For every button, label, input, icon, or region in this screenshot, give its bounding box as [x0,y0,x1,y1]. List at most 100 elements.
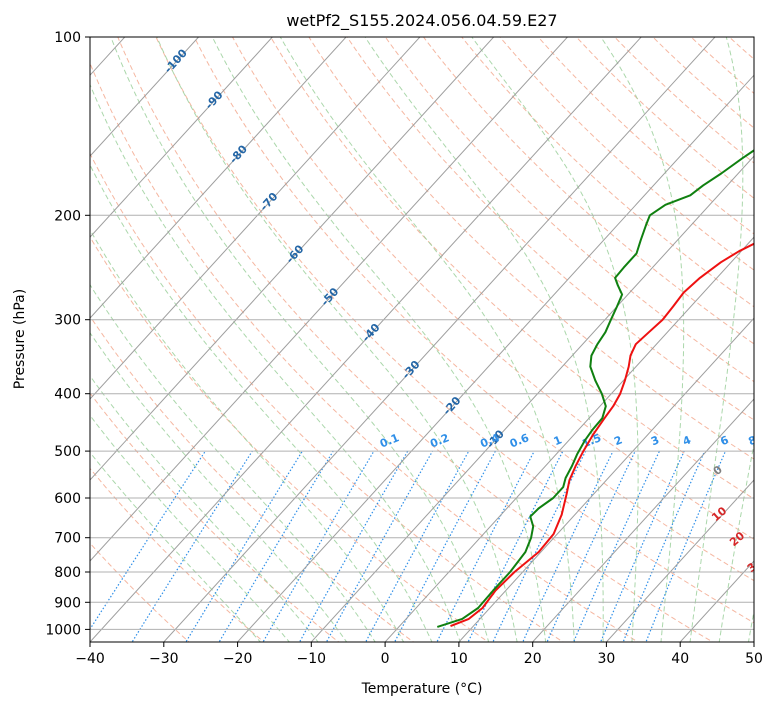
mixing-ratio-label: 0.1 [378,431,401,450]
isotherm-line [90,37,495,481]
moist-adiabat-label: 20 [727,529,747,549]
mixing-ratio-line [436,450,535,642]
moist-adiabat [471,37,639,642]
moist-adiabat [689,37,744,642]
isotherm-line [163,37,716,642]
moist-adiabat [90,414,291,642]
moist-adiabat [156,37,518,642]
x-tick-label: 40 [671,651,689,667]
isotherm-line [90,37,200,157]
isotherm-line [236,74,754,642]
dry-adiabat [155,37,754,624]
x-tick-label: 0 [381,651,390,667]
mixing-ratio-label: 0.6 [508,431,531,450]
isotherm-line [531,398,754,642]
mixing-ratio-line [645,450,727,642]
moist-adiabat [90,163,433,642]
mixing-ratio-label: 0.2 [428,431,451,450]
profile-series [436,149,754,628]
x-axis: −40 −30 −20 −10 0 10 20 30 40 50 [75,642,763,667]
x-tick-label: 20 [524,651,542,667]
y-tick-label: 200 [54,208,81,224]
x-tick-label: 30 [597,651,615,667]
isotherm-line [384,236,754,642]
moist-adiabat-label: 40 [758,586,775,606]
moist-adiabat [718,441,754,642]
chart-title: wetPf2_S155.2024.056.04.59.E27 [286,11,557,31]
moist-adiabat [90,83,461,642]
mixing-ratio-line [522,450,614,642]
moist-adiabat [211,37,547,642]
mixing-ratio-label: 3 [649,433,661,448]
dry-adiabat [90,62,639,642]
mixing-ratio-line [364,450,470,642]
x-tick-label: −40 [75,651,105,667]
y-axis-title: Pressure (hPa) [12,289,28,389]
moist-adiabat [90,331,348,642]
moist-adiabat [600,37,685,642]
isobar-gridlines [90,37,754,630]
isotherm-line [605,479,754,642]
x-tick-label: −10 [297,651,327,667]
mixing-ratio-label: 8 [747,433,759,448]
mixing-ratio-line [185,450,303,642]
moist-adiabat [90,283,376,642]
mixing-ratio-label: 1 [552,433,564,448]
dewpoint-line [436,149,754,628]
isotherm-line [90,37,569,562]
mixing-ratio-line [131,450,253,642]
y-tick-label: 300 [54,313,81,329]
moist-adiabat-label: 30 [745,555,765,575]
dry-adiabat [737,10,775,645]
moist-adiabat [747,608,754,642]
mixing-ratio-line [546,450,636,642]
dry-adiabat [90,235,490,642]
mixing-ratio-lines [90,450,727,642]
temperature-line [450,242,754,628]
mixing-ratio-line [467,450,564,642]
dry-adiabat [90,392,340,642]
dry-adiabat [422,37,754,345]
plot-frame [89,36,755,643]
dry-adiabat [537,37,754,235]
dry-adiabat [90,467,265,642]
y-tick-label: 500 [54,444,81,460]
x-axis-title: Temperature (°C) [361,681,483,697]
moist-adiabat [279,37,575,642]
mixing-ratio-label: 6 [719,433,731,448]
dry-adiabat [193,37,754,582]
y-tick-label: 100 [54,30,81,46]
dry-adiabat [613,37,754,164]
y-tick-label: 900 [54,595,81,611]
mixing-ratio-line [572,450,661,642]
isotherm-line [90,37,642,642]
dry-adiabat [308,37,754,460]
mixing-ratio-label: 4 [681,433,693,448]
dry-adiabat [384,37,754,383]
y-tick-label: 600 [54,491,81,507]
mixing-ratio-label: 10 [769,432,775,450]
isotherm-line [753,641,754,642]
y-tick-label: 800 [54,565,81,581]
isotherm-line [90,37,274,238]
y-axis: 1000 900 800 700 600 500 400 300 200 100 [45,30,90,638]
isotherm-line [90,37,347,319]
line-labels: -100-90-80-70-60-50-40-30-20-100.1 0.2 0.4… [162,46,775,606]
moist-adiabat [90,228,405,642]
mixing-ratio-line [393,450,496,642]
y-tick-label: 1000 [45,622,81,638]
dry-adiabat [690,37,754,95]
x-tick-label: 50 [745,651,763,667]
x-tick-label: −30 [149,651,179,667]
mixing-ratio-line [599,450,685,642]
mixing-ratio-line [262,450,375,642]
dry-adiabat [90,315,415,642]
moist-adiabat-label: 10 [709,504,729,524]
dry-adiabat [461,37,754,308]
mixing-ratio-line [492,450,587,642]
isotherm-line [90,37,421,400]
y-tick-label: 400 [54,387,81,403]
moist-adiabat [110,37,490,642]
dry-adiabat [117,37,714,642]
